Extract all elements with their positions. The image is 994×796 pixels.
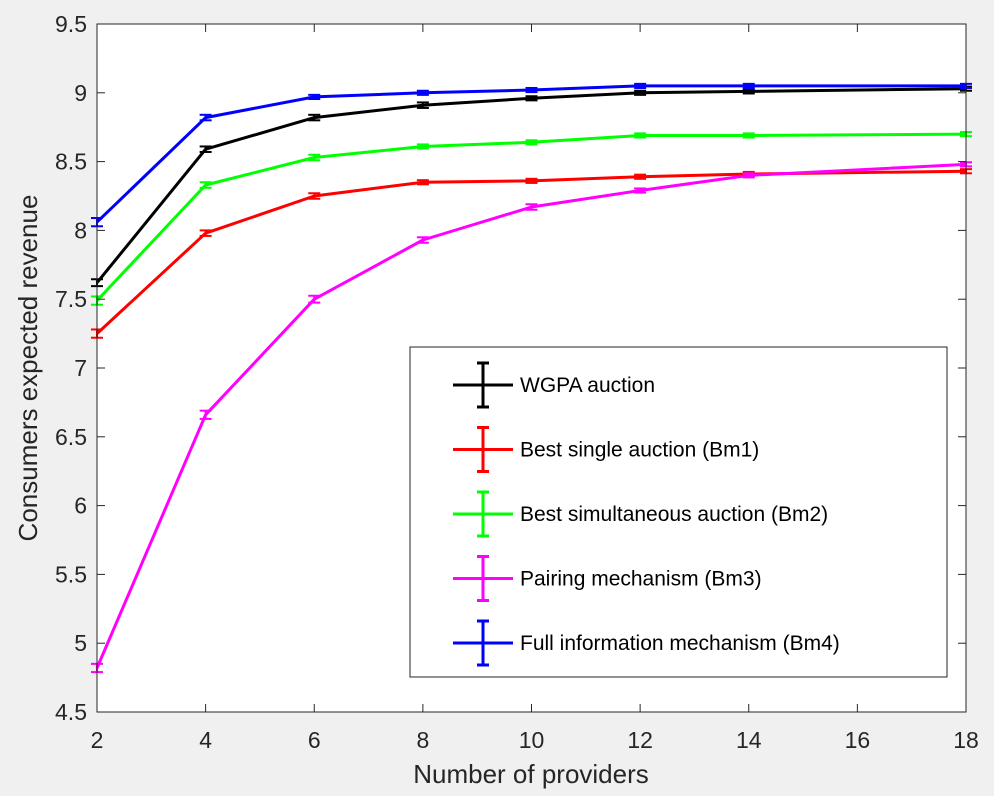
legend: WGPA auction Best single auction (Bm1) Bes… (409, 346, 948, 678)
series-best-simultaneous-auction-bm2 (91, 131, 972, 306)
error-bar (199, 181, 212, 189)
y-tick-label: 8.5 (55, 149, 87, 175)
y-tick-label: 5.5 (55, 561, 87, 587)
error-bar (742, 82, 755, 89)
y-axis-title: Consumers expected revenue (13, 195, 43, 542)
error-bar (525, 139, 538, 146)
error-bar (308, 113, 321, 122)
y-tick-label: 9.5 (55, 11, 87, 37)
error-bar (525, 95, 538, 102)
error-bar (416, 236, 429, 244)
error-bar (634, 89, 647, 96)
legend-label: Best simultaneous auction (Bm2) (520, 503, 828, 526)
y-tick-label: 7 (74, 355, 87, 381)
legend-label: Best single auction (Bm1) (520, 439, 759, 462)
legend-label: Full information mechanism (Bm4) (520, 632, 840, 655)
y-tick-label: 6.5 (55, 424, 87, 450)
error-bar (308, 294, 321, 304)
x-tick-label: 8 (416, 727, 429, 753)
error-bar (199, 229, 212, 237)
error-bar (634, 173, 647, 180)
x-tick-label: 4 (199, 727, 212, 753)
error-bar (634, 132, 647, 139)
x-tick-label: 14 (736, 727, 762, 753)
y-tick-label: 7.5 (55, 286, 87, 312)
legend-item-full-information-mechanism-bm4: Full information mechanism (Bm4) (453, 619, 840, 667)
y-tick-label: 4.5 (55, 699, 87, 725)
x-tick-label: 10 (519, 727, 545, 753)
legend-item-best-simultaneous-auction-bm2: Best simultaneous auction (Bm2) (453, 490, 828, 538)
series-line (95, 87, 967, 284)
error-bar (634, 187, 647, 194)
series-line (95, 162, 967, 669)
series-line (95, 169, 967, 335)
y-tick-label: 8 (74, 217, 87, 243)
error-bar (525, 86, 538, 94)
y-tick-label: 5 (74, 630, 87, 656)
series-wgpa-auction (91, 85, 972, 288)
legend-item-best-single-auction-bm1: Best single auction (Bm1) (453, 426, 759, 473)
error-bar (199, 113, 212, 122)
series-pairing-mechanism-bm3 (91, 161, 972, 674)
error-bar (416, 89, 429, 96)
x-tick-label: 12 (627, 727, 653, 753)
y-tick-label: 9 (74, 80, 87, 106)
error-bar (742, 172, 755, 179)
x-axis-title: Number of providers (413, 759, 649, 789)
x-tick-label: 6 (308, 727, 321, 753)
legend-item-wgpa-auction: WGPA auction (453, 361, 655, 409)
legend-box (409, 346, 948, 678)
error-bar (308, 153, 321, 162)
error-bar (416, 101, 429, 109)
error-bar (199, 409, 212, 420)
error-bar (634, 82, 647, 89)
x-tick-label: 2 (91, 727, 104, 753)
error-bar (308, 93, 321, 100)
legend-label: WGPA auction (520, 374, 655, 397)
error-bar (308, 192, 321, 200)
error-bar (742, 132, 755, 139)
error-bar (199, 145, 212, 153)
error-bar (416, 143, 429, 150)
error-bar (525, 177, 538, 184)
series-line (95, 132, 967, 302)
error-bar (525, 203, 538, 211)
legend-label: Pairing mechanism (Bm3) (520, 568, 762, 591)
x-tick-label: 18 (953, 727, 979, 753)
y-tick-label: 6 (74, 493, 87, 519)
x-tick-label: 16 (845, 727, 871, 753)
error-bar (416, 179, 429, 186)
legend-item-pairing-mechanism-bm3: Pairing mechanism (Bm3) (453, 555, 762, 602)
error-bar (742, 88, 755, 95)
series-line (95, 84, 966, 224)
